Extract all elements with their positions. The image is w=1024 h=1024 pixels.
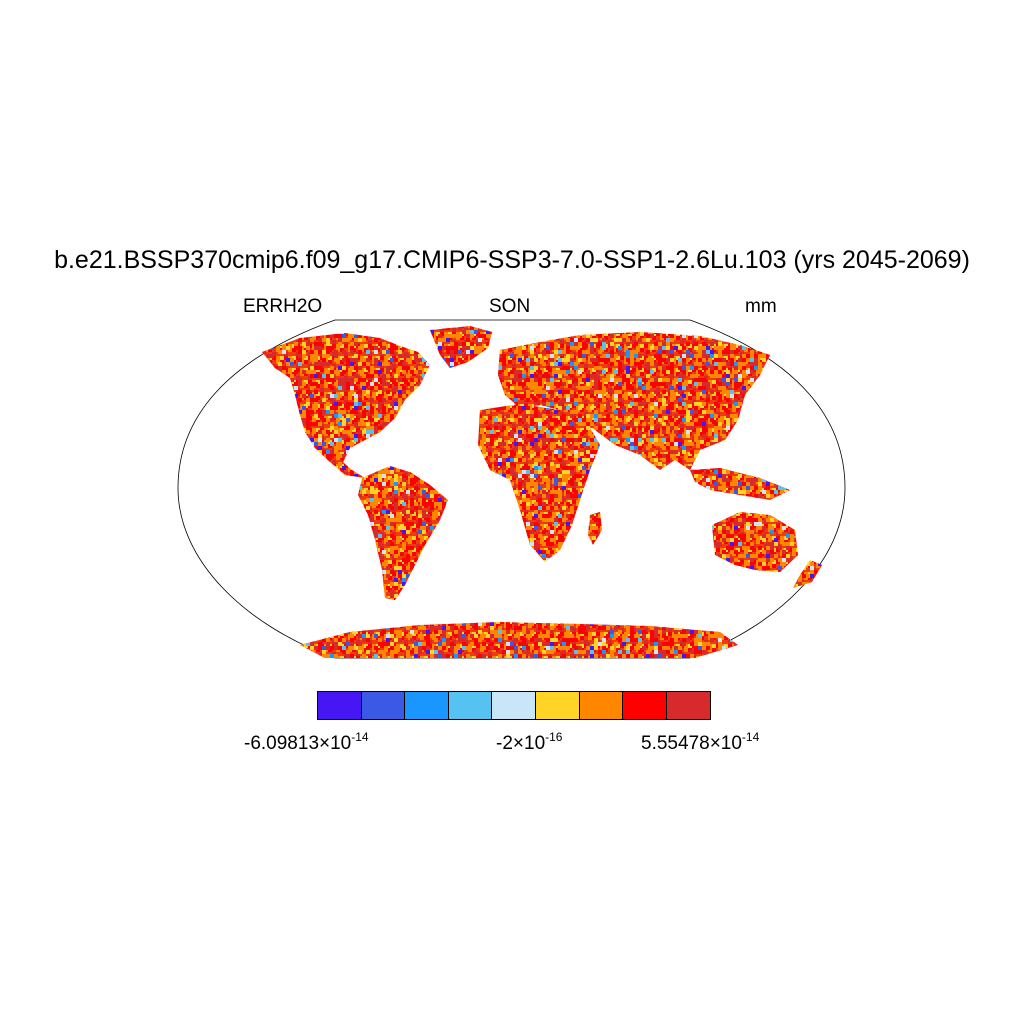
colorbar-swatch-5: [535, 692, 580, 719]
units-label: mm: [745, 296, 777, 317]
colorbar-swatch-0: [318, 692, 362, 719]
plot-title: b.e21.BSSP370cmip6.f09_g17.CMIP6-SSP3-7.…: [54, 246, 970, 274]
colorbar-swatch-7: [623, 692, 667, 719]
season-label: SON: [489, 296, 531, 317]
variable-label: ERRH2O: [243, 296, 323, 317]
colorbar: [317, 691, 712, 720]
colorbar-mid-label: -2×10-16: [496, 730, 563, 754]
colorbar-max-label: 5.55478×10-14: [641, 730, 760, 754]
colorbar-swatch-2: [405, 692, 449, 719]
colorbar-min-label: -6.09813×10-14: [244, 730, 369, 754]
colorbar-swatch-1: [361, 692, 406, 719]
colorbar-swatch-6: [579, 692, 624, 719]
colorbar-swatch-4: [492, 692, 536, 719]
colorbar-swatch-8: [666, 692, 711, 719]
colorbar-swatch-3: [448, 692, 493, 719]
